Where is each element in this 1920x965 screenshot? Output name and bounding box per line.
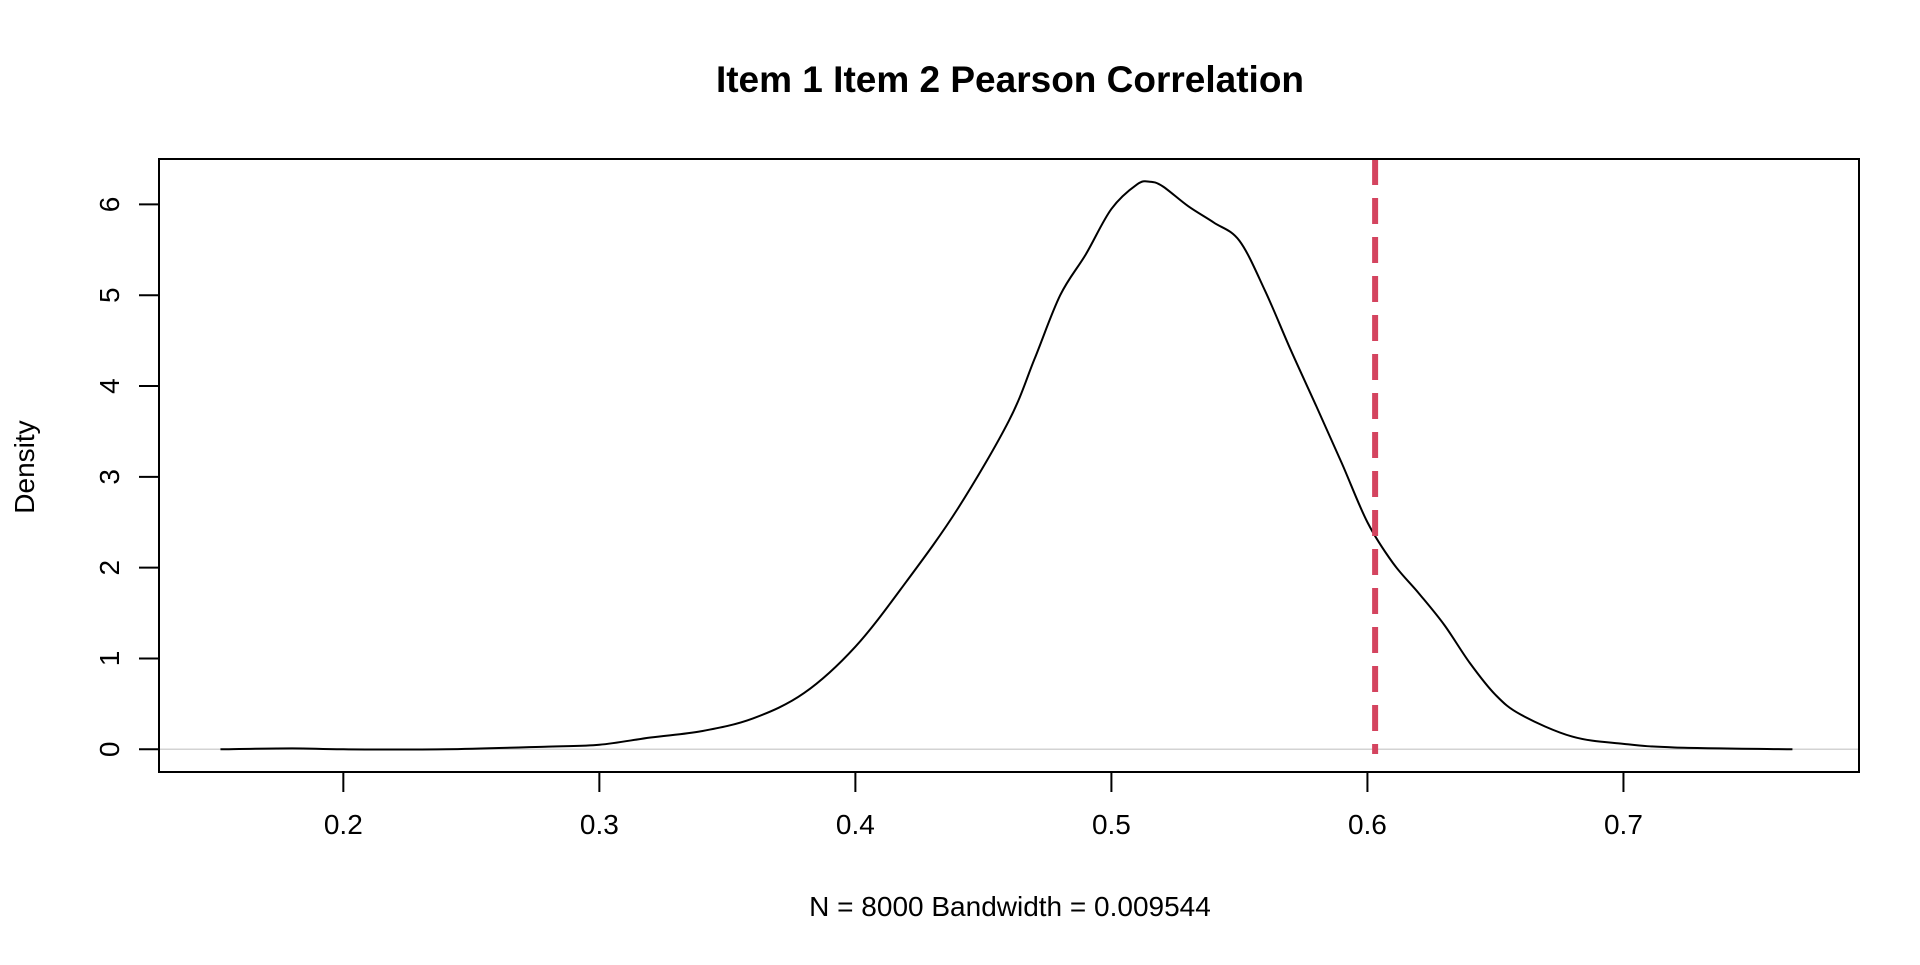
y-tick-label: 6 — [94, 197, 125, 213]
y-tick-label: 1 — [94, 651, 125, 667]
y-axis-title: Density — [9, 420, 40, 513]
x-tick-label: 0.5 — [1092, 809, 1131, 840]
density-curve-1 — [220, 180, 1793, 751]
y-tick-label: 0 — [94, 742, 125, 758]
y-tick-label: 4 — [94, 378, 125, 394]
x-tick-label: 0.7 — [1604, 809, 1643, 840]
plot-layer: 0.2 0.3 0.4 0.5 0.6 0.7 0 1 2 3 4 5 6 — [94, 158, 1860, 840]
chart-title: Item 1 Item 2 Pearson Correlation — [716, 59, 1304, 100]
x-tick-label: 0.2 — [324, 809, 363, 840]
y-tick-label: 5 — [94, 287, 125, 303]
x-tick-label: 0.6 — [1348, 809, 1387, 840]
x-tick-label: 0.3 — [580, 809, 619, 840]
y-tick-label: 3 — [94, 469, 125, 485]
x-tick-label: 0.4 — [836, 809, 875, 840]
plot-frame — [158, 158, 1860, 773]
y-tick-label: 2 — [94, 560, 125, 576]
x-axis-title: N = 8000 Bandwidth = 0.009544 — [809, 891, 1211, 922]
